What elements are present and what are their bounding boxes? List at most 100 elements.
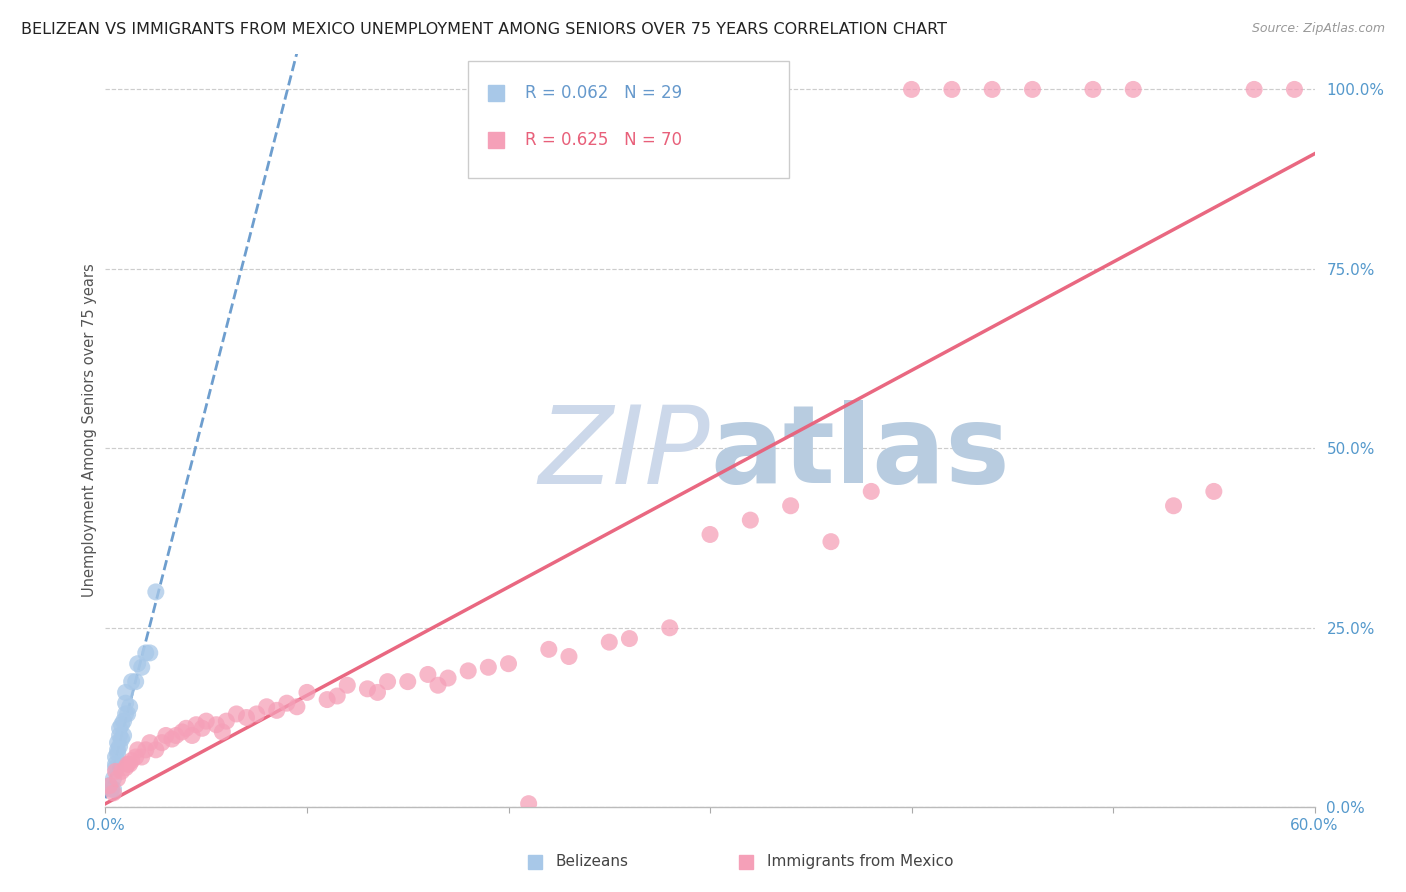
Point (174, 721, 197, 735)
Point (135, 743, 157, 757)
Point (457, 664, 479, 678)
Point (104, 761, 127, 775)
Text: Immigrants from Mexico: Immigrants from Mexico (766, 854, 953, 869)
Point (246, 706, 269, 721)
Point (235, 710, 257, 724)
Point (295, 685, 318, 699)
Point (127, 743, 149, 757)
Point (537, 642, 560, 657)
Point (112, 729, 135, 743)
Point (285, 699, 308, 714)
Point (558, 649, 581, 664)
Point (205, 717, 228, 731)
Point (127, 657, 149, 671)
Point (107, 743, 129, 757)
Point (900, 82, 922, 96)
Point (110, 717, 132, 731)
Point (114, 696, 136, 710)
Point (104, 764, 127, 779)
Point (427, 678, 450, 692)
Point (117, 757, 139, 772)
Point (145, 585, 167, 599)
Point (121, 754, 143, 768)
Point (195, 714, 218, 728)
Text: R = 0.625   N = 70: R = 0.625 N = 70 (524, 131, 682, 149)
Point (125, 674, 148, 689)
Point (367, 685, 389, 699)
Point (779, 499, 801, 513)
Point (437, 671, 460, 685)
Point (104, 757, 127, 772)
Point (117, 706, 139, 721)
Point (139, 736, 162, 750)
Point (1021, 82, 1043, 96)
Text: BELIZEAN VS IMMIGRANTS FROM MEXICO UNEMPLOYMENT AMONG SENIORS OVER 75 YEARS CORR: BELIZEAN VS IMMIGRANTS FROM MEXICO UNEMP… (21, 22, 948, 37)
Point (125, 750, 148, 764)
Point (118, 757, 141, 772)
Point (316, 692, 339, 706)
Point (1202, 484, 1225, 499)
Point (103, 786, 125, 800)
Point (517, 797, 540, 811)
Point (941, 82, 963, 96)
Point (820, 534, 842, 549)
Point (170, 724, 193, 739)
Point (658, 621, 681, 635)
Y-axis label: Unemployment Among Seniors over 75 years: Unemployment Among Seniors over 75 years (82, 263, 97, 598)
Point (215, 714, 238, 728)
Point (108, 739, 131, 754)
Point (107, 772, 129, 786)
Point (1243, 82, 1265, 96)
Point (108, 729, 131, 743)
Point (1122, 82, 1144, 96)
Point (276, 696, 298, 710)
Text: Belizeans: Belizeans (555, 854, 628, 869)
Point (103, 772, 125, 786)
Point (211, 724, 233, 739)
Point (131, 660, 153, 674)
Point (108, 721, 131, 735)
Point (135, 646, 157, 660)
Point (356, 681, 378, 696)
Text: ZIP: ZIP (538, 401, 710, 506)
Point (112, 714, 135, 728)
Point (619, 632, 641, 646)
Point (225, 706, 247, 721)
Point (477, 660, 499, 674)
FancyBboxPatch shape (468, 61, 789, 178)
Point (114, 685, 136, 699)
Point (103, 782, 125, 797)
Point (98, 779, 121, 793)
Point (1163, 499, 1185, 513)
Point (416, 667, 439, 681)
Point (256, 699, 278, 714)
Point (396, 674, 419, 689)
Point (377, 674, 399, 689)
Point (114, 761, 136, 775)
Point (107, 747, 129, 761)
Point (155, 729, 177, 743)
Text: R = 0.062   N = 29: R = 0.062 N = 29 (524, 85, 682, 103)
Point (598, 635, 620, 649)
Point (1284, 82, 1306, 96)
Text: atlas: atlas (710, 400, 1010, 506)
Point (100, 782, 122, 797)
Point (740, 513, 762, 527)
Point (121, 674, 143, 689)
Point (181, 729, 204, 743)
Point (981, 82, 1004, 96)
Point (1081, 82, 1104, 96)
Point (699, 527, 721, 541)
Point (139, 646, 162, 660)
Point (160, 732, 183, 747)
Point (114, 706, 136, 721)
Point (498, 657, 520, 671)
Point (150, 736, 173, 750)
Point (107, 736, 129, 750)
Point (104, 750, 127, 764)
Point (131, 750, 153, 764)
Point (98, 779, 121, 793)
Point (110, 732, 132, 747)
Point (186, 717, 208, 731)
Point (118, 699, 141, 714)
